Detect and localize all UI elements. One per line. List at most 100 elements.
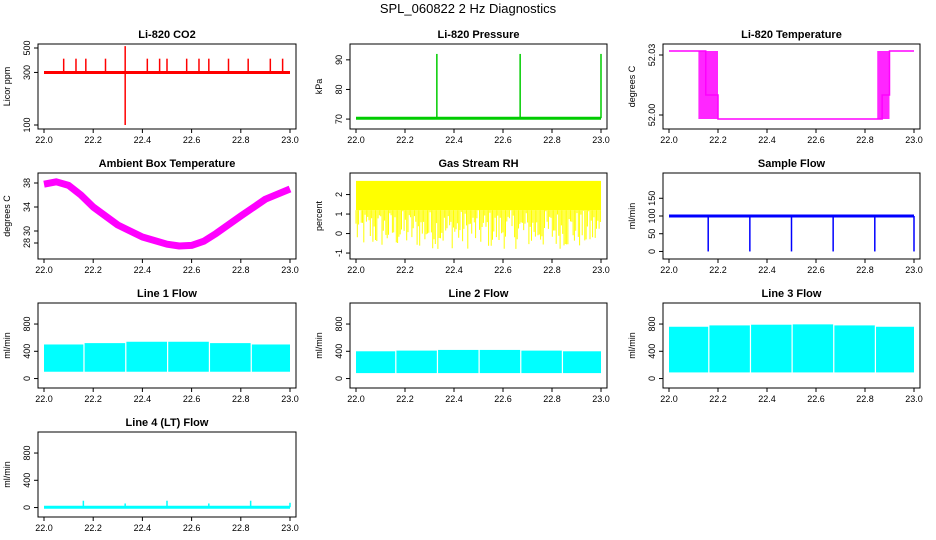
series-block: [876, 326, 914, 373]
x-tick-label: 23.0: [905, 135, 923, 145]
figure-title: SPL_060822 2 Hz Diagnostics: [379, 1, 557, 16]
y-axis-label: degrees C: [627, 65, 637, 107]
y-tick-label: 400: [22, 473, 32, 488]
chart-panel-1: Li-820 CO2 Licor ppm 22.0 22.2 22.4 22.6 22.8 2…: [2, 29, 299, 145]
x-tick-label: 22.4: [758, 135, 776, 145]
plot-frame: [37, 431, 297, 518]
chart-panel-3: Li-820 Temperature degrees C 22.0 22.2 22.4 2…: [627, 29, 923, 145]
x-tick-label: 22.2: [709, 394, 727, 404]
y-tick-label: -1: [334, 249, 344, 257]
y-tick-label: 50: [647, 229, 657, 239]
y-tick-label: 0: [22, 376, 32, 381]
x-tick-label: 23.0: [281, 265, 299, 275]
series-block: [168, 341, 209, 372]
x-tick-label: 22.0: [660, 394, 678, 404]
series-block: [709, 325, 750, 373]
x-tick-label: 23.0: [592, 394, 610, 404]
y-tick-label: 0: [647, 376, 657, 381]
y-tick-label: 800: [22, 446, 32, 461]
x-tick-label: 22.8: [232, 523, 250, 533]
x-tick-label: 22.6: [183, 394, 201, 404]
x-tick-label: 22.8: [543, 265, 561, 275]
series-line: [43, 178, 292, 250]
x-tick-label: 22.0: [35, 265, 53, 275]
y-tick-label: 2: [334, 192, 344, 197]
series-block: [396, 350, 437, 374]
y-tick-label: 70: [334, 114, 344, 124]
y-tick-label: 90: [334, 55, 344, 65]
y-tick-label: 300: [22, 65, 32, 80]
x-tick-label: 22.8: [856, 265, 874, 275]
plot-frame: [37, 172, 297, 260]
series-block: [210, 343, 251, 372]
y-tick-label: 38: [22, 178, 32, 188]
plot-frame: [349, 43, 608, 130]
x-tick-label: 22.6: [807, 135, 825, 145]
x-tick-label: 22.6: [807, 394, 825, 404]
series-block: [44, 344, 84, 372]
y-tick-label: 800: [22, 317, 32, 332]
x-tick-label: 22.2: [84, 394, 102, 404]
series-noise-lines: [355, 210, 601, 249]
x-tick-label: 22.2: [709, 265, 727, 275]
x-tick-label: 23.0: [281, 523, 299, 533]
series-block: [669, 326, 709, 373]
x-tick-label: 23.0: [905, 394, 923, 404]
x-tick-label: 22.2: [84, 523, 102, 533]
y-tick-label: 100: [647, 208, 657, 223]
y-tick-label: 500: [22, 40, 32, 55]
series-block: [834, 325, 875, 373]
chart-panel-8: Line 2 Flow ml/min 22.0 22.2 22.4 22.6 22.8 23.…: [314, 288, 610, 404]
x-tick-label: 22.8: [543, 394, 561, 404]
x-tick-label: 22.6: [494, 265, 512, 275]
y-axis-label: Licor ppm: [2, 67, 12, 107]
y-tick-label: 0: [22, 505, 32, 510]
chart-panel-9: Line 3 Flow ml/min 22.0 22.2 22.4 22.6 22.8 23.…: [627, 288, 923, 404]
series-block: [126, 341, 167, 372]
series-block: [563, 351, 601, 374]
x-tick-label: 22.4: [134, 265, 152, 275]
x-tick-label: 22.6: [183, 265, 201, 275]
x-tick-label: 22.0: [35, 135, 53, 145]
series-block: [479, 349, 521, 374]
x-tick-label: 22.2: [709, 135, 727, 145]
y-tick-label: 100: [22, 117, 32, 132]
x-tick-label: 22.0: [35, 523, 53, 533]
chart-panel-5: Gas Stream RH percent 22.0 22.2 22.4 22.6 22.8…: [314, 158, 610, 275]
x-tick-label: 22.8: [856, 394, 874, 404]
y-tick-label: 400: [647, 344, 657, 359]
plot-frame: [37, 302, 297, 389]
chart-title: Sample Flow: [758, 158, 826, 170]
x-tick-label: 22.6: [494, 135, 512, 145]
y-tick-label: 52.03: [647, 44, 657, 67]
y-axis-label: percent: [314, 200, 324, 231]
y-axis-label: degrees C: [2, 195, 12, 237]
x-tick-label: 22.0: [35, 394, 53, 404]
y-tick-label: 28: [22, 238, 32, 248]
y-axis-label: ml/min: [2, 461, 12, 488]
chart-title: Ambient Box Temperature: [99, 158, 236, 170]
chart-title: Li-820 CO2: [138, 29, 195, 41]
x-tick-label: 22.6: [494, 394, 512, 404]
y-axis-label: ml/min: [314, 332, 324, 359]
x-tick-label: 22.2: [396, 135, 414, 145]
x-tick-label: 22.2: [396, 394, 414, 404]
x-tick-label: 22.0: [347, 265, 365, 275]
chart-panel-4: Ambient Box Temperature degrees C 22.0 22.2…: [2, 158, 299, 275]
series-block: [521, 350, 562, 374]
plot-frame: [662, 302, 921, 389]
chart-panel-6: Sample Flow ml/min 22.0 22.2 22.4 22.6 22.8 23.…: [627, 158, 923, 275]
x-tick-label: 23.0: [281, 394, 299, 404]
y-tick-label: 30: [22, 226, 32, 236]
y-tick-label: 400: [334, 344, 344, 359]
x-tick-label: 22.4: [445, 394, 463, 404]
x-tick-label: 22.8: [232, 135, 250, 145]
x-tick-label: 22.6: [183, 523, 201, 533]
y-tick-label: 0: [334, 231, 344, 236]
x-tick-label: 22.8: [856, 135, 874, 145]
x-tick-label: 22.2: [84, 265, 102, 275]
x-tick-label: 23.0: [281, 135, 299, 145]
y-axis-label: ml/min: [627, 332, 637, 359]
chart-title: Li-820 Temperature: [741, 29, 842, 41]
